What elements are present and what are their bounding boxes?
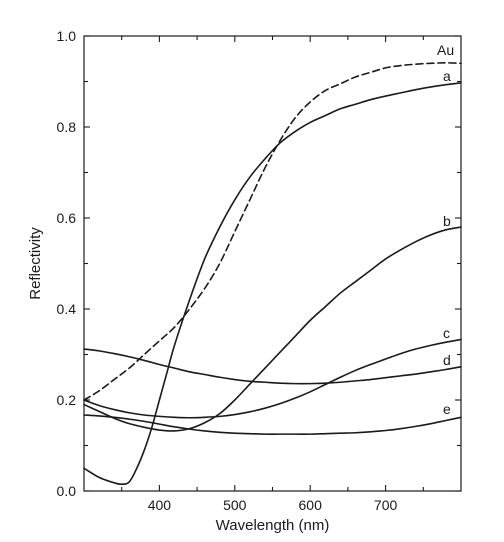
series-label-e: e — [443, 401, 451, 417]
labels: Au a b cd e — [437, 42, 454, 417]
ticks: 400 500 600 700 0.0 0.2 0.4 0.6 0.8 1.0 — [57, 28, 461, 513]
x-tick-label: 400 — [148, 497, 172, 513]
y-tick-label: 0.2 — [57, 392, 77, 408]
series-line-b — [83, 226, 462, 432]
x-tick-label: 700 — [374, 497, 398, 513]
series-label-b: b — [443, 213, 451, 229]
y-tick-label: 0.8 — [57, 119, 77, 135]
x-axis-label: Wavelength (nm) — [216, 517, 330, 534]
series-line-d — [83, 348, 462, 385]
series-label-c: c — [443, 325, 450, 341]
series-label-au: Au — [437, 42, 454, 58]
plot-frame — [83, 35, 462, 492]
x-tick-label: 500 — [223, 497, 247, 513]
series-line-e — [83, 414, 462, 435]
y-tick-label: 0.0 — [57, 483, 77, 499]
series-line-c — [83, 338, 462, 419]
series-line-au — [83, 62, 462, 401]
y-axis-label: Reflectivity — [27, 227, 44, 300]
y-tick-label: 1.0 — [57, 28, 77, 44]
series-line-a — [83, 82, 462, 486]
x-tick-label: 600 — [299, 497, 323, 513]
series-label-a: a — [443, 68, 451, 84]
series-label-d: d — [443, 352, 451, 368]
y-tick-label: 0.6 — [57, 210, 77, 226]
series-layer — [83, 62, 462, 486]
axes — [83, 35, 462, 492]
y-tick-label: 0.4 — [57, 301, 77, 317]
